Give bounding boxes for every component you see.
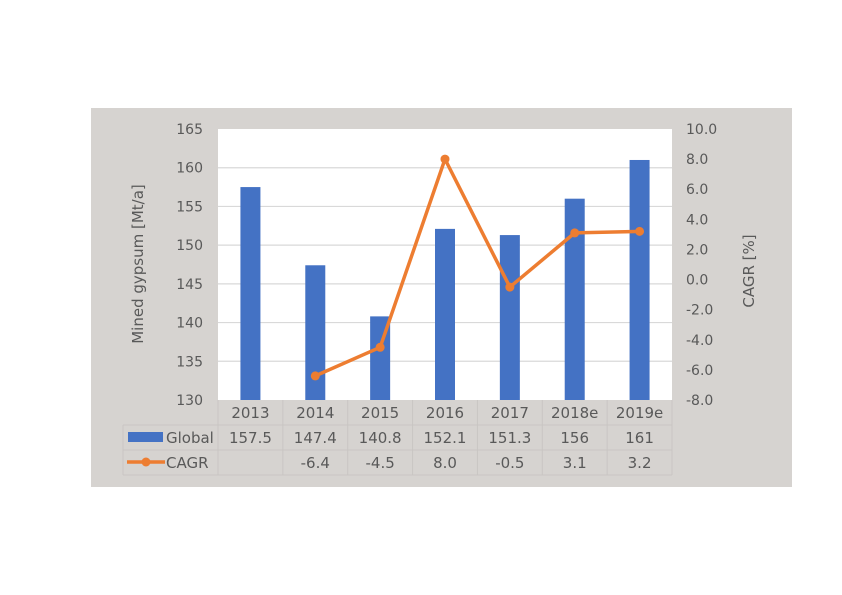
category-label: 2018e [551,404,598,422]
global-value: 152.1 [424,429,467,447]
cagr-value: -4.5 [366,454,395,472]
global-value: 161 [625,429,654,447]
bar-2014 [305,265,326,400]
bar-2013 [240,187,261,400]
y2-tick-label: 10.0 [686,122,717,138]
cagr-value: -0.5 [495,454,524,472]
y-tick-label: 135 [176,354,203,370]
cagr-value: -6.4 [301,454,330,472]
y-tick-label: 140 [176,316,203,332]
y2-tick-label: 4.0 [686,212,708,228]
y2-tick-label: 8.0 [686,152,708,168]
category-label: 2013 [231,404,269,422]
bar-2019e [629,159,650,400]
cagr-line [314,157,640,378]
global-value: 151.3 [488,429,531,447]
cagr-marker [440,154,450,164]
bar-2017 [499,235,520,400]
cagr-value: 8.0 [433,454,457,472]
cagr-marker [635,226,645,236]
cagr-marker [505,282,515,292]
y-axis-title: Mined gypsum [Mt/a] [129,184,147,344]
cagr-marker [570,228,580,238]
category-label: 2014 [296,404,334,422]
category-label: 2016 [426,404,464,422]
y2-tick-label: -6.0 [686,363,713,379]
category-label: 2015 [361,404,399,422]
global-value: 157.5 [229,429,272,447]
legend-bar-key [128,432,163,442]
cagr-value: 3.2 [628,454,652,472]
y2-tick-label: 0.0 [686,273,708,289]
category-label: 2019e [616,404,663,422]
category-label: 2017 [491,404,529,422]
y-tick-label: 150 [176,238,203,254]
legend-marker-key [141,457,151,467]
y2-tick-label: 6.0 [686,182,708,198]
global-value: 147.4 [294,429,337,447]
y2-tick-label: -4.0 [686,333,713,349]
bar-2016 [435,228,455,400]
y2-tick-label: 2.0 [686,242,708,258]
cagr-value: 3.1 [563,454,587,472]
y2-tick-label: -2.0 [686,303,713,319]
y2-tick-label: -8.0 [686,393,713,409]
legend-cagr-label: CAGR [166,454,209,472]
y2-axis-title: CAGR [%] [740,234,758,307]
global-value: 156 [560,429,589,447]
y-tick-label: 130 [176,393,203,409]
y-tick-label: 165 [176,122,203,138]
cagr-marker [310,371,320,381]
legend-global-label: Global [166,429,214,447]
y-tick-label: 160 [176,161,203,177]
cagr-marker [375,342,385,352]
bar-2018e [564,198,585,400]
y-tick-label: 155 [176,199,203,215]
global-value: 140.8 [359,429,402,447]
y-tick-label: 145 [176,277,203,293]
